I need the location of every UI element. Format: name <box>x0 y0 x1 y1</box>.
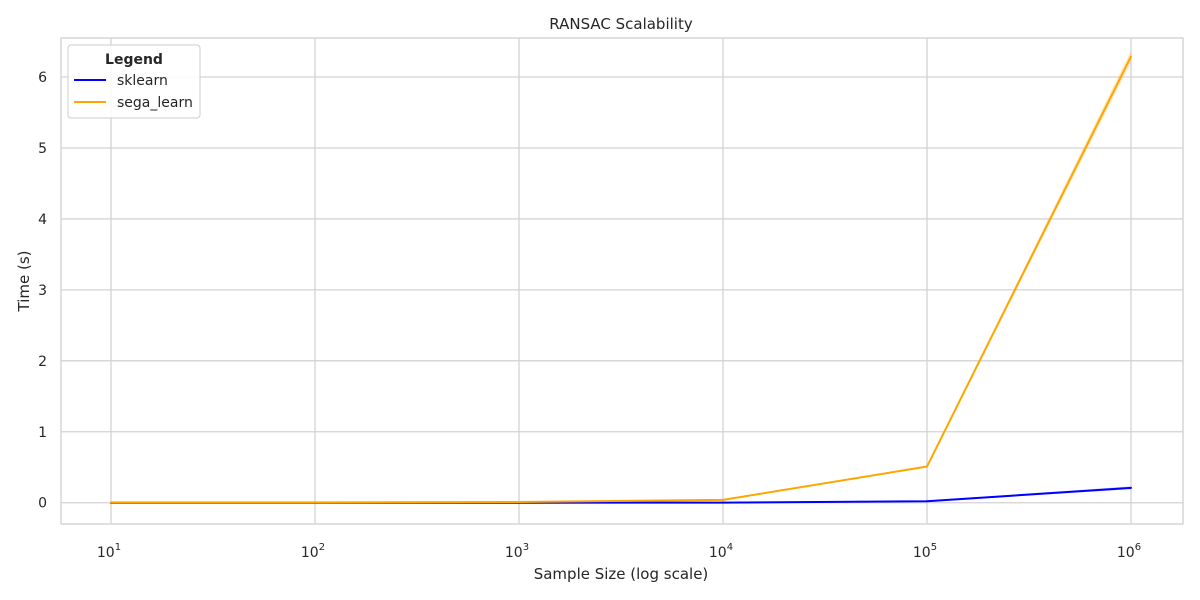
y-tick-label: 4 <box>38 212 47 228</box>
point-sega-learn <box>1130 55 1132 58</box>
x-tick-base: 10 <box>913 545 931 561</box>
point-sega-learn <box>722 498 724 501</box>
x-tick-base: 10 <box>1117 545 1135 561</box>
point-sklearn <box>1130 486 1132 489</box>
y-tick-labels: 0 1 2 3 4 5 6 <box>38 70 47 512</box>
x-tick-base: 10 <box>97 545 115 561</box>
x-tick-label: 106 <box>1117 542 1141 561</box>
x-tick-exponent: 1 <box>115 542 121 553</box>
legend-title: Legend <box>105 52 163 68</box>
legend-label-sklearn: sklearn <box>117 73 168 89</box>
x-tick-base: 10 <box>505 545 523 561</box>
x-tick-exponent: 6 <box>1135 542 1141 553</box>
x-tick-base: 10 <box>709 545 727 561</box>
legend-label-sega-learn: sega_learn <box>117 95 193 111</box>
y-tick-label: 5 <box>38 141 47 157</box>
x-tick-label: 102 <box>301 542 325 561</box>
x-tick-label: 104 <box>709 542 733 561</box>
point-sklearn <box>926 500 928 503</box>
plot-area <box>60 37 1184 525</box>
y-tick-label: 3 <box>38 283 47 299</box>
y-tick-label: 6 <box>38 70 47 86</box>
x-tick-exponent: 5 <box>931 542 937 553</box>
point-sega-learn <box>314 501 316 504</box>
x-tick-label: 101 <box>97 542 121 561</box>
point-sklearn <box>722 501 724 504</box>
y-tick-label: 1 <box>38 425 47 441</box>
x-tick-label: 105 <box>913 542 937 561</box>
point-sega-learn <box>926 465 928 468</box>
x-tick-base: 10 <box>301 545 319 561</box>
legend: Legend sklearn sega_learn <box>67 44 201 119</box>
line-sega-learn <box>111 56 1132 504</box>
series-lines <box>110 55 1132 504</box>
x-tick-exponent: 3 <box>523 542 529 553</box>
y-tick-label: 2 <box>38 354 47 370</box>
x-tick-exponent: 4 <box>727 542 733 553</box>
chart-title: RANSAC Scalability <box>549 15 693 33</box>
y-tick-label: 0 <box>38 496 47 512</box>
legend-box <box>67 44 201 119</box>
y-axis-label: Time (s) <box>15 251 33 313</box>
point-sega-learn <box>518 501 520 504</box>
x-tick-exponent: 2 <box>319 542 325 553</box>
x-tick-label: 103 <box>505 542 529 561</box>
x-axis-label: Sample Size (log scale) <box>534 565 709 583</box>
x-tick-labels: 101 102 103 104 105 106 <box>97 542 1141 561</box>
point-sega-learn <box>110 501 112 504</box>
